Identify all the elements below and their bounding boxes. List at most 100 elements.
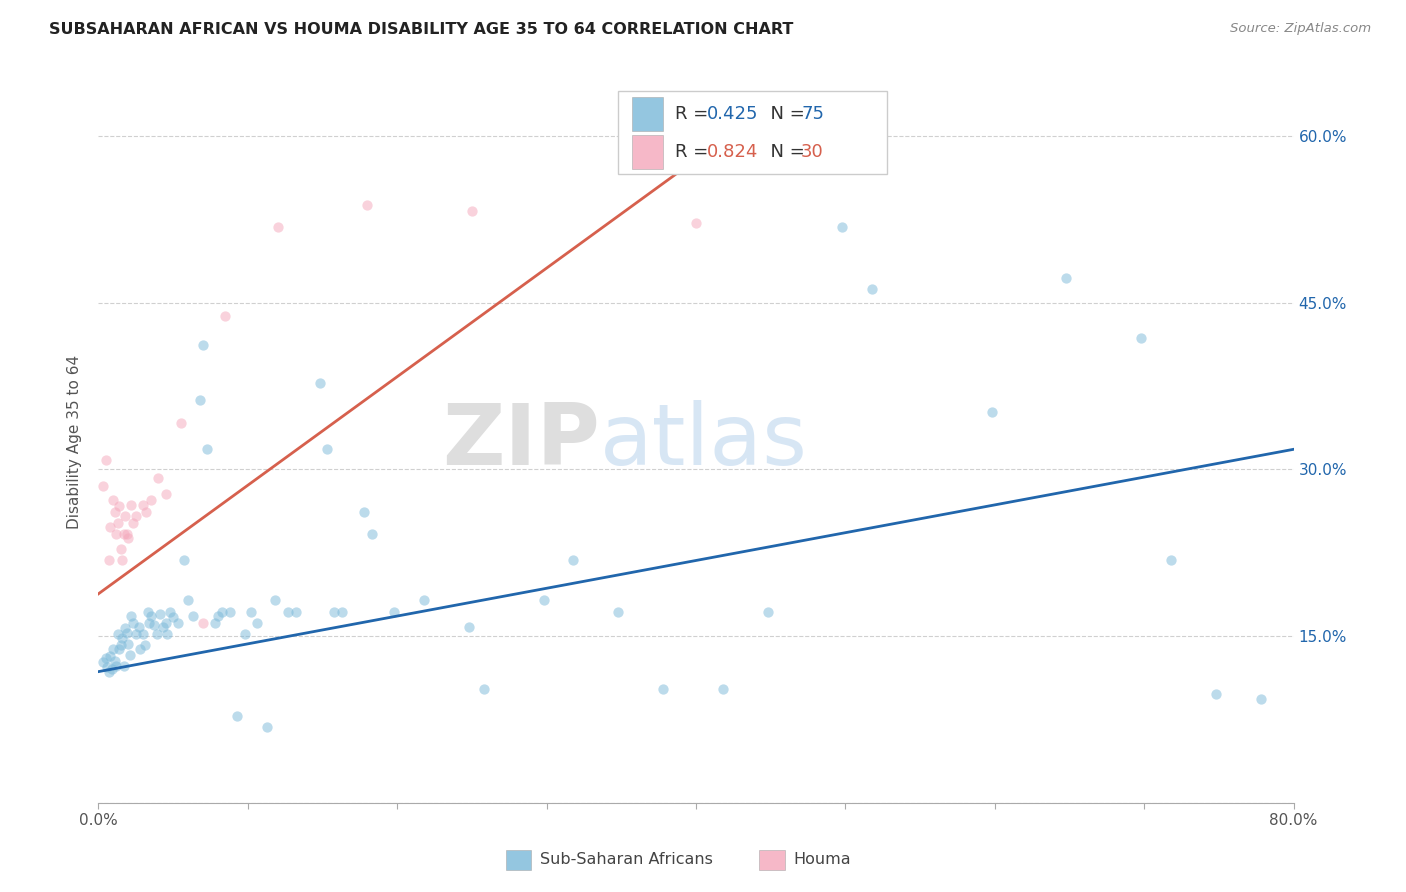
Point (97, 665, 120, 679)
Point (533, 593, 555, 607)
Point (94, 453, 117, 467)
Point (256, 720, 278, 734)
Point (125, 627, 148, 641)
Point (308, 376, 330, 390)
Point (155, 615, 177, 630)
Point (112, 526, 135, 541)
Text: atlas: atlas (600, 400, 808, 483)
Point (135, 505, 157, 519)
Point (211, 605, 233, 619)
Point (188, 393, 211, 408)
Point (121, 516, 143, 530)
Text: 30: 30 (801, 143, 824, 161)
Point (121, 615, 143, 630)
Point (277, 605, 299, 619)
Text: SUBSAHARAN AFRICAN VS HOUMA DISABILITY AGE 35 TO 64 CORRELATION CHART: SUBSAHARAN AFRICAN VS HOUMA DISABILITY A… (49, 22, 793, 37)
Text: N =: N = (759, 104, 810, 122)
Point (214, 309, 236, 323)
Point (103, 493, 125, 508)
Point (98, 520, 122, 534)
Point (104, 653, 127, 667)
Point (91, 479, 114, 493)
Point (177, 593, 200, 607)
Point (562, 553, 585, 567)
Point (110, 638, 132, 652)
Point (169, 416, 191, 430)
Point (101, 662, 124, 676)
Point (139, 609, 162, 624)
Point (94, 651, 117, 665)
Point (145, 627, 167, 641)
Point (136, 605, 159, 619)
Text: 75: 75 (801, 104, 824, 122)
Point (1205, 687, 1227, 701)
Point (114, 508, 136, 523)
Point (149, 607, 172, 621)
Point (110, 542, 132, 557)
Point (107, 516, 129, 530)
Point (104, 505, 127, 519)
Point (1130, 331, 1153, 345)
Point (173, 553, 195, 567)
Point (120, 609, 142, 624)
Point (1160, 553, 1182, 567)
Point (134, 638, 156, 652)
Point (685, 216, 707, 230)
Point (96, 660, 118, 674)
Text: N =: N = (759, 143, 810, 161)
Point (356, 198, 378, 212)
Point (148, 471, 170, 485)
Point (132, 498, 155, 512)
Point (98, 649, 122, 664)
Point (128, 620, 150, 634)
Point (112, 659, 135, 673)
Point (360, 526, 382, 541)
Text: R =: R = (675, 104, 713, 122)
Point (115, 625, 138, 640)
Point (105, 526, 128, 541)
Point (129, 642, 152, 657)
Point (219, 605, 242, 619)
Point (607, 605, 630, 619)
Point (413, 593, 436, 607)
Point (107, 627, 129, 641)
Point (111, 553, 134, 567)
Point (330, 605, 353, 619)
Point (125, 508, 148, 523)
Point (711, 682, 734, 697)
Point (316, 442, 339, 457)
Point (1056, 271, 1078, 285)
Point (239, 605, 262, 619)
Point (114, 621, 136, 635)
Point (117, 531, 139, 545)
Point (108, 642, 131, 657)
Point (831, 219, 853, 234)
Point (91, 655, 114, 669)
Point (139, 493, 162, 508)
Point (382, 605, 405, 619)
Point (284, 605, 307, 619)
Point (142, 618, 165, 632)
Point (323, 605, 346, 619)
Point (156, 627, 179, 641)
Point (118, 648, 141, 662)
Point (120, 498, 142, 512)
Point (166, 615, 188, 630)
Point (204, 615, 226, 630)
Point (155, 487, 177, 501)
Text: R =: R = (675, 143, 713, 161)
Text: ZIP: ZIP (443, 400, 600, 483)
Point (191, 615, 214, 630)
Y-axis label: Disability Age 35 to 64: Disability Age 35 to 64 (67, 354, 83, 529)
Point (1250, 692, 1272, 706)
Point (756, 605, 779, 619)
Point (138, 615, 160, 630)
Point (652, 682, 675, 697)
Point (108, 499, 131, 513)
Point (181, 609, 204, 624)
Point (980, 404, 1002, 418)
Point (458, 620, 481, 634)
Text: Houma: Houma (793, 853, 851, 867)
Point (103, 642, 125, 657)
Point (353, 505, 375, 519)
